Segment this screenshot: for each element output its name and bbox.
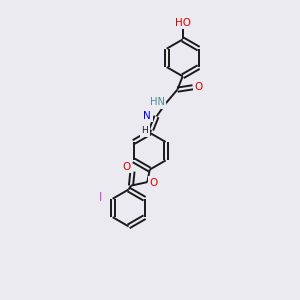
Text: HN: HN bbox=[150, 98, 165, 107]
Text: HO: HO bbox=[175, 18, 191, 28]
Text: O: O bbox=[150, 178, 158, 188]
Text: H: H bbox=[141, 126, 148, 135]
Text: O: O bbox=[122, 162, 130, 172]
Text: O: O bbox=[195, 82, 203, 92]
Text: N: N bbox=[143, 111, 151, 121]
Text: I: I bbox=[99, 191, 102, 204]
